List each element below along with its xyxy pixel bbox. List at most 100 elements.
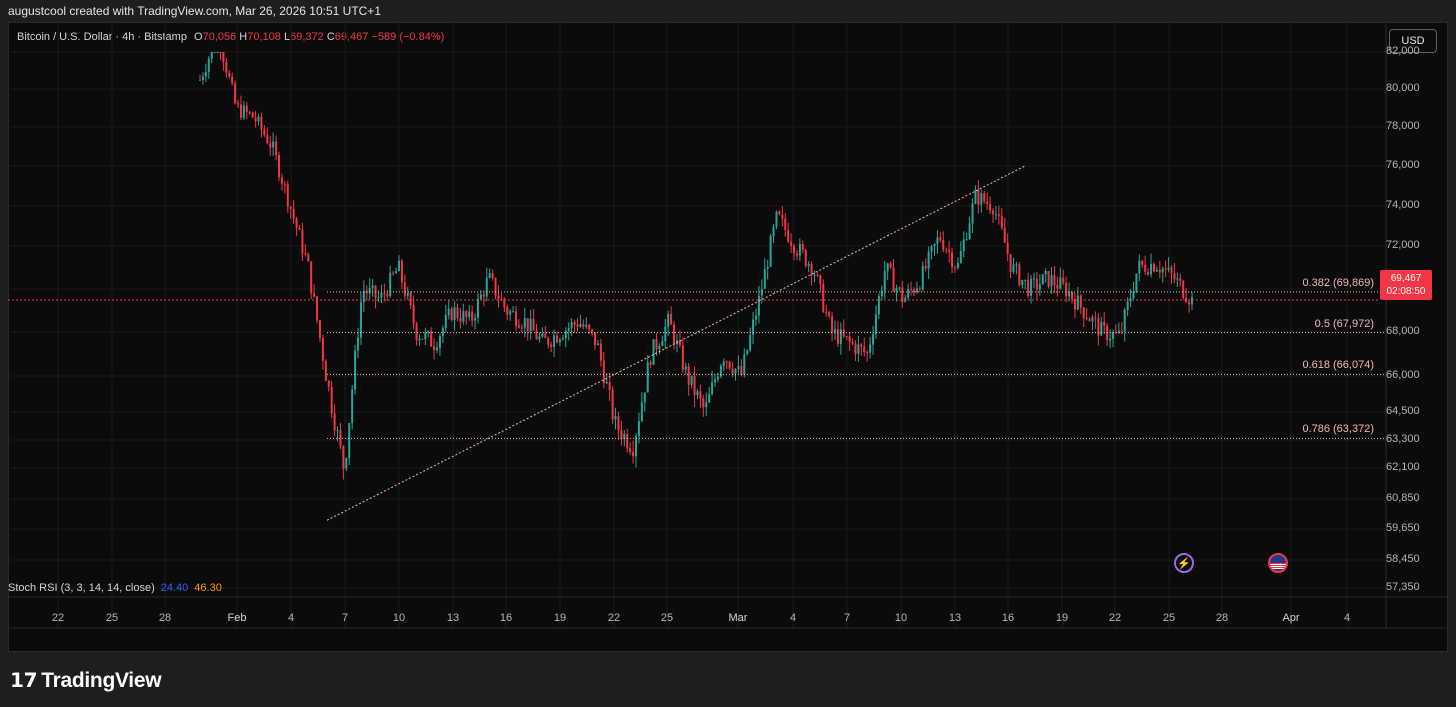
candle-body [1191,297,1193,305]
candle-body [412,305,415,324]
candle-body [860,344,863,347]
candle-body [833,329,836,333]
fib-level-label: 0.5 (67,972) [1314,317,1374,330]
candle-body [1044,271,1047,275]
symbol-name[interactable]: Bitcoin / U.S. Dollar · 4h · Bitstamp [17,31,187,43]
candle-body [532,318,535,331]
candle-body [231,76,234,84]
candle-body [921,266,924,290]
time-axis-label: 4 [1343,612,1351,624]
time-axis-label: 4 [789,612,797,624]
candle-body [968,223,971,239]
candle-body [570,322,573,329]
candle-body [1185,297,1188,302]
candle-body [397,260,400,272]
candle-body [544,333,547,338]
candle-body [649,362,652,365]
candle-body [980,193,983,205]
candle-body [260,116,263,130]
candle-body [494,277,497,296]
candle-body [784,218,787,230]
candle-body [626,434,629,449]
candle-body [1041,274,1044,285]
candle-body [1170,267,1173,274]
candle-body [406,293,409,296]
time-axis-label: Feb [227,612,247,624]
candle-body [1152,263,1155,272]
candle-body [658,345,661,350]
time-axis-label: 22 [51,612,65,624]
candle-body [541,333,544,337]
candle-body [927,251,930,269]
fib-level-label: 0.786 (63,372) [1302,423,1374,436]
candle-body [711,382,714,395]
candle-body [781,214,784,219]
candle-body [632,452,635,457]
candle-body [1097,318,1100,336]
candle-body [725,361,728,363]
candle-body [512,311,515,313]
candle-body [942,240,945,250]
candle-body [497,295,500,299]
candle-body [743,354,746,375]
candle-body [974,189,977,204]
candle-body [977,189,980,205]
candle-body [599,343,602,361]
candle-body [872,334,875,345]
candle-body [652,339,655,365]
candle-body [1062,277,1065,283]
candle-body [289,206,292,209]
candle-body [354,350,357,390]
candle-body [959,250,962,263]
candle-body [854,343,857,354]
candle-body [1050,275,1053,287]
lightning-icon[interactable]: ⚡ [1174,553,1194,573]
price-axis-label: 59,650 [1386,522,1420,534]
candle-body [690,375,693,385]
candle-body [427,331,430,333]
candle-body [272,141,275,148]
candle-body [1009,254,1012,272]
candle-body [316,296,319,321]
candle-body [1173,273,1176,280]
candle-body [295,218,298,228]
candle-body [819,275,822,284]
candle-body [348,423,351,459]
candle-body [930,246,933,252]
candle-body [687,366,690,385]
candle-body [1003,227,1006,243]
candle-body [655,339,658,350]
candle-body [910,288,913,290]
candle-body [1032,278,1035,280]
candle-body [345,458,348,469]
candle-body [421,338,424,340]
grid-lines [8,22,1386,628]
time-axis-label: 16 [1001,612,1015,624]
us-flag-icon[interactable] [1268,553,1288,573]
stoch-rsi-legend[interactable]: Stoch RSI (3, 3, 14, 14, close) 24.40 46.3… [8,582,222,594]
candle-body [953,267,956,269]
candle-body [389,272,392,297]
candle-body [488,273,491,278]
candle-body [907,288,910,298]
candle-body [951,252,954,268]
candle-body [1167,267,1170,270]
candle-body [403,282,406,296]
candle-body [699,391,702,399]
candle-body [321,337,324,361]
candle-body [1027,279,1030,296]
candle-body [702,398,705,408]
candle-body [825,311,828,313]
candle-body [199,79,201,81]
time-axis-label: 7 [843,612,851,624]
candle-body [880,290,883,297]
candle-body [681,345,684,370]
currency-button[interactable]: USD [1389,29,1437,53]
candle-body [468,311,471,318]
candle-body [1056,285,1059,289]
candle-body [719,365,722,377]
candle-body [307,254,310,262]
candle-body [561,338,564,340]
candle-body [892,267,895,292]
